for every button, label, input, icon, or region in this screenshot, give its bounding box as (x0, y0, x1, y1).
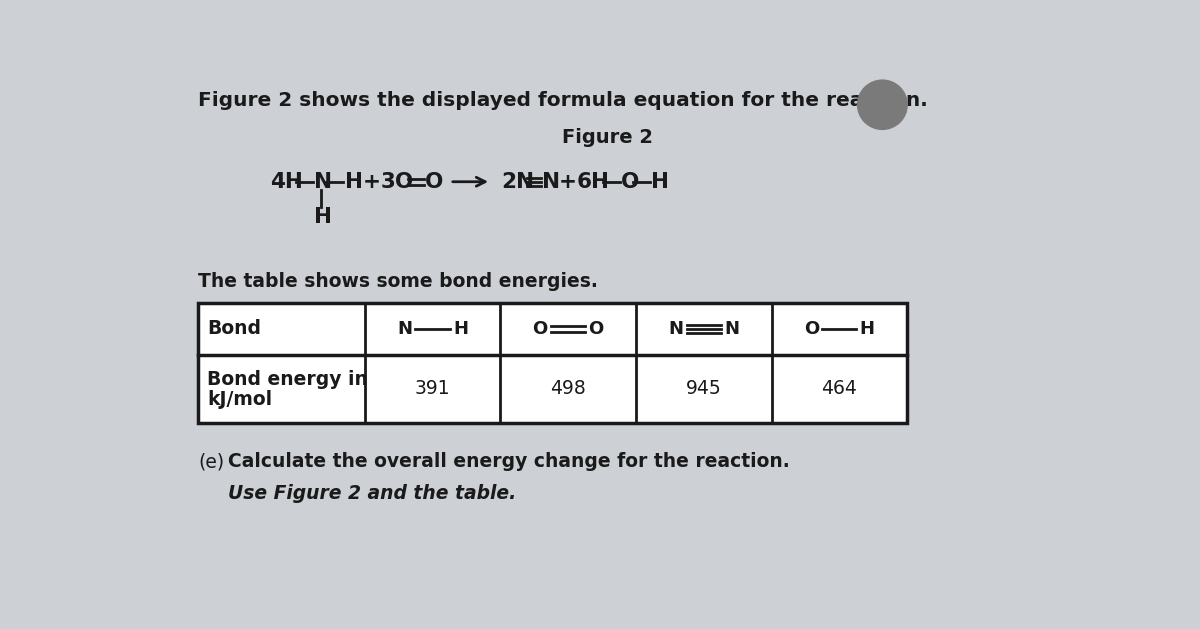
Text: 6H: 6H (577, 172, 610, 192)
Text: 2N: 2N (502, 172, 534, 192)
Text: 464: 464 (822, 379, 857, 398)
Circle shape (858, 80, 907, 130)
Bar (772, 355, 907, 423)
Text: O: O (425, 172, 444, 192)
Text: +: + (364, 172, 382, 192)
Bar (636, 303, 772, 355)
Text: H: H (314, 207, 332, 227)
Text: Bond: Bond (208, 320, 262, 338)
Text: 391: 391 (415, 379, 450, 398)
Text: Bond energy in: Bond energy in (208, 370, 368, 389)
Bar (500, 303, 636, 355)
Text: N: N (542, 172, 560, 192)
Bar (772, 303, 907, 355)
Text: H: H (344, 172, 362, 192)
Text: H: H (859, 320, 875, 338)
Text: The table shows some bond energies.: The table shows some bond energies. (198, 272, 598, 291)
Text: kJ/mol: kJ/mol (208, 390, 272, 409)
Text: O: O (533, 320, 548, 338)
Bar (365, 303, 500, 355)
Text: Use Figure 2 and the table.: Use Figure 2 and the table. (228, 484, 516, 503)
Bar (365, 355, 500, 423)
Text: 4H: 4H (270, 172, 302, 192)
Text: O: O (804, 320, 820, 338)
Text: N: N (668, 320, 683, 338)
Bar (636, 355, 772, 423)
Text: Figure 2: Figure 2 (562, 128, 653, 147)
Bar (500, 355, 636, 423)
Text: H: H (652, 172, 670, 192)
Bar (198, 355, 365, 423)
Text: 945: 945 (686, 379, 721, 398)
Bar (198, 303, 365, 355)
Text: N: N (314, 172, 332, 192)
Bar (198, 303, 907, 423)
Text: 498: 498 (551, 379, 586, 398)
Text: Figure 2 shows the displayed formula equation for the reaction.: Figure 2 shows the displayed formula equ… (198, 91, 928, 111)
Text: O: O (622, 172, 640, 192)
Text: N: N (397, 320, 412, 338)
Text: (e): (e) (198, 452, 224, 471)
Text: Calculate the overall energy change for the reaction.: Calculate the overall energy change for … (228, 452, 790, 471)
Text: 3O: 3O (380, 172, 414, 192)
Text: N: N (724, 320, 739, 338)
Text: H: H (452, 320, 468, 338)
Text: +: + (559, 172, 577, 192)
Text: O: O (588, 320, 604, 338)
